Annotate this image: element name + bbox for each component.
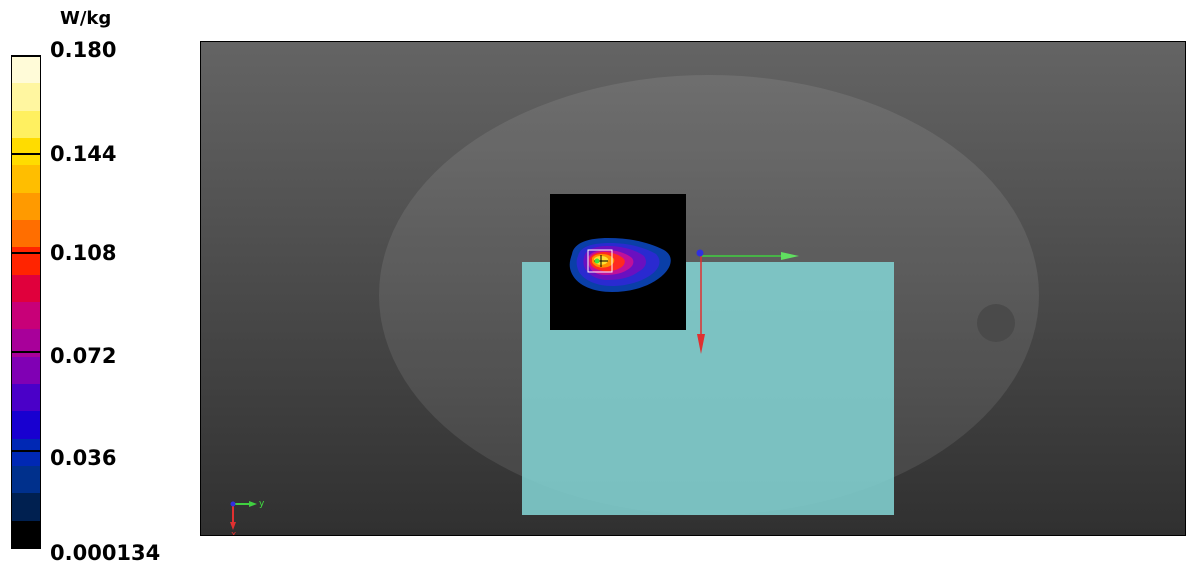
- z-axis-point: [696, 249, 704, 257]
- sar-peak-point: [594, 258, 600, 264]
- sar-distribution-panel: [550, 194, 686, 330]
- legend-color-swatch: [12, 411, 40, 439]
- sar-contour-plot: [569, 238, 671, 292]
- legend-color-swatch: [12, 247, 40, 275]
- sar-peak-box: [587, 249, 613, 273]
- legend-color-swatch: [12, 465, 40, 494]
- legend-color-swatch: [12, 520, 40, 548]
- legend-label-min: 0.000134: [50, 541, 161, 565]
- orientation-z-point: [230, 501, 236, 507]
- phantom-marker-circle: [977, 304, 1015, 342]
- orientation-y-arrowhead: [249, 501, 257, 507]
- legend-label: 0.072: [50, 344, 117, 368]
- orientation-x-label: x: [231, 530, 237, 536]
- legend-color-swatch: [12, 83, 40, 111]
- legend-color-swatch: [12, 192, 40, 220]
- legend-label: 0.108: [50, 241, 117, 265]
- legend-label: 0.036: [50, 446, 117, 470]
- legend-tick: [11, 450, 41, 452]
- legend-color-swatch: [12, 56, 40, 84]
- legend-color-swatch: [12, 110, 40, 138]
- legend-color-swatch: [12, 438, 40, 466]
- orientation-y-label: y: [259, 499, 265, 509]
- legend-color-swatch: [12, 137, 40, 166]
- legend-color-swatch: [12, 493, 40, 521]
- legend-color-swatch: [12, 383, 40, 412]
- axes-overlay: y x: [230, 249, 799, 536]
- legend-label-max: 0.180: [50, 38, 117, 62]
- legend-tick: [11, 252, 41, 254]
- y-axis-arrowhead: [781, 252, 799, 260]
- 3d-viewport[interactable]: y x: [200, 41, 1186, 536]
- legend-tick: [11, 153, 41, 155]
- legend-color-swatch: [12, 219, 40, 248]
- color-scale-bar: [11, 55, 41, 549]
- legend-color-swatch: [12, 301, 40, 330]
- color-scale-legend: W/kg 0.180 0.144 0.108 0.072 0.036 0.000…: [0, 0, 190, 573]
- legend-color-swatch: [12, 356, 40, 384]
- legend-color-swatch: [12, 165, 40, 193]
- legend-label: 0.144: [50, 142, 117, 166]
- legend-unit: W/kg: [60, 8, 112, 29]
- orientation-x-arrowhead: [230, 522, 236, 530]
- legend-tick: [11, 351, 41, 353]
- legend-tick: [11, 55, 41, 57]
- legend-color-swatch: [12, 274, 40, 302]
- x-axis-arrowhead: [697, 334, 705, 354]
